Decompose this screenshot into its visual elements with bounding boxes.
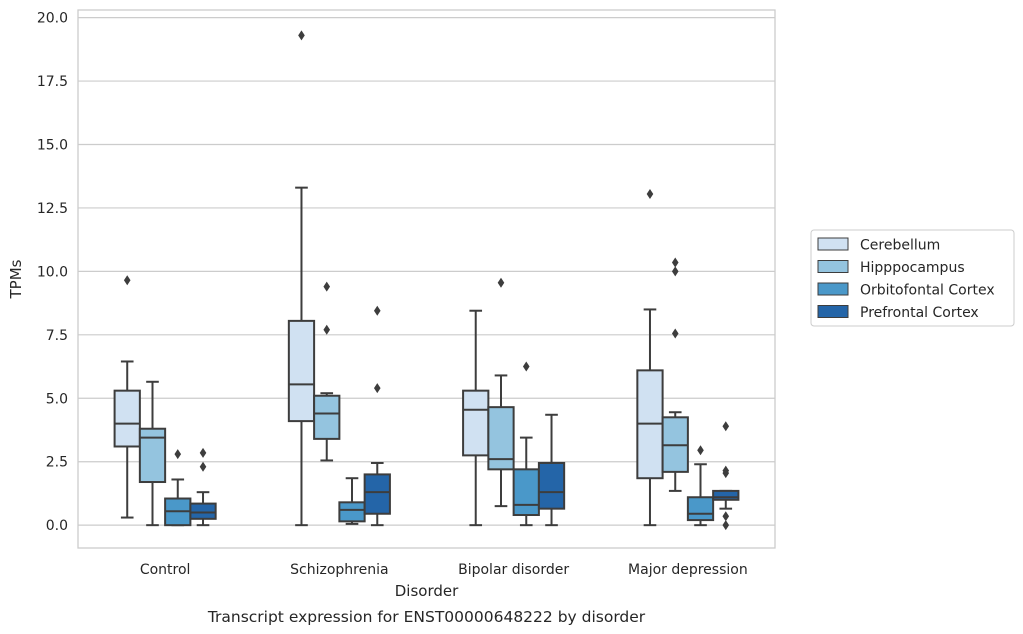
box-iqr [537, 461, 566, 510]
legend-swatch [817, 237, 849, 251]
y-tick-label: 10.0 [37, 264, 68, 280]
outlier-point [671, 257, 679, 268]
outlier-point [722, 468, 730, 479]
box-iqr [512, 468, 540, 517]
x-axis-ticks: Control Schizophrenia Bipolar disorder Majo… [140, 562, 748, 578]
box-hipppocampus [487, 277, 515, 508]
box-hipppocampus [661, 257, 689, 492]
chart-title: Transcript expression for ENST0000064822… [207, 608, 646, 626]
legend-label: Orbitofontal Cortex [860, 283, 995, 299]
outlier-point [722, 520, 730, 531]
box-iqr [363, 473, 391, 515]
outlier-point [373, 305, 381, 316]
box-cerebellum [113, 275, 141, 519]
legend-swatch [817, 260, 849, 273]
outlier-point [497, 277, 505, 288]
box-orbitofontal-cortex [512, 361, 540, 527]
x-axis-label: Disorder [395, 582, 459, 600]
box-iqr [113, 389, 141, 448]
y-tick-label: 7.5 [46, 328, 68, 344]
outlier-point [522, 361, 530, 372]
box-iqr [189, 502, 217, 520]
outlier-point [323, 281, 331, 292]
box-iqr [287, 319, 316, 423]
outlier-point [298, 30, 305, 41]
legend-label: Prefrontal Cortex [860, 305, 979, 321]
y-tick-label: 15.0 [37, 138, 68, 154]
legend-frame [810, 229, 1015, 327]
box-iqr [686, 496, 715, 522]
box-orbitofontal-cortex [338, 477, 366, 525]
legend-label: Hipppocampus [860, 260, 965, 276]
outlier-point [722, 511, 730, 522]
grid-lines [78, 17, 775, 526]
y-tick-label: 0.0 [46, 518, 68, 534]
box-hipppocampus [313, 281, 341, 462]
plot-frame [77, 9, 776, 549]
box-iqr [462, 389, 490, 457]
y-tick-label: 2.5 [46, 455, 68, 471]
outlier-point [174, 449, 182, 460]
x-tick-label: Major depression [628, 562, 748, 578]
outlier-point [722, 421, 730, 432]
y-axis-label: TPMs [7, 259, 25, 299]
x-tick-label: Control [140, 562, 191, 578]
box-prefrontal-cortex [537, 413, 566, 527]
legend-swatch [817, 282, 849, 296]
outlier-point [199, 447, 207, 458]
box-prefrontal-cortex [189, 447, 217, 527]
legend-label: Cerebellum [860, 238, 940, 254]
outlier-point [671, 266, 679, 277]
box-cerebellum [636, 188, 664, 527]
box-orbitofontal-cortex [164, 449, 192, 527]
outlier-point [123, 275, 131, 286]
box-iqr [338, 501, 366, 523]
box-cerebellum [287, 30, 316, 527]
y-tick-label: 5.0 [46, 391, 68, 407]
box-plots [113, 30, 740, 531]
legend-swatch [817, 305, 849, 318]
y-tick-label: 17.5 [37, 74, 68, 90]
box-hipppocampus [138, 380, 167, 527]
outlier-point [323, 324, 331, 335]
box-orbitofontal-cortex [686, 445, 715, 527]
y-axis-ticks: 0.0 2.5 5.0 7.5 10.0 12.5 15.0 17.5 20.0 [37, 11, 68, 535]
box-cerebellum [462, 309, 490, 527]
outlier-point [697, 445, 704, 456]
box-prefrontal-cortex [363, 305, 391, 527]
x-tick-label: Schizophrenia [290, 562, 388, 578]
outlier-point [671, 328, 679, 339]
y-tick-label: 20.0 [37, 11, 68, 27]
outlier-point [373, 383, 381, 394]
box-prefrontal-cortex [712, 421, 740, 531]
box-iqr [712, 489, 740, 501]
x-tick-label: Bipolar disorder [458, 562, 569, 578]
box-iqr [313, 394, 341, 440]
outlier-point [199, 461, 207, 472]
legend: Cerebellum Hipppocampus Orbitofontal Corte… [810, 229, 1015, 327]
outlier-point [646, 188, 654, 199]
y-tick-label: 12.5 [37, 201, 68, 217]
